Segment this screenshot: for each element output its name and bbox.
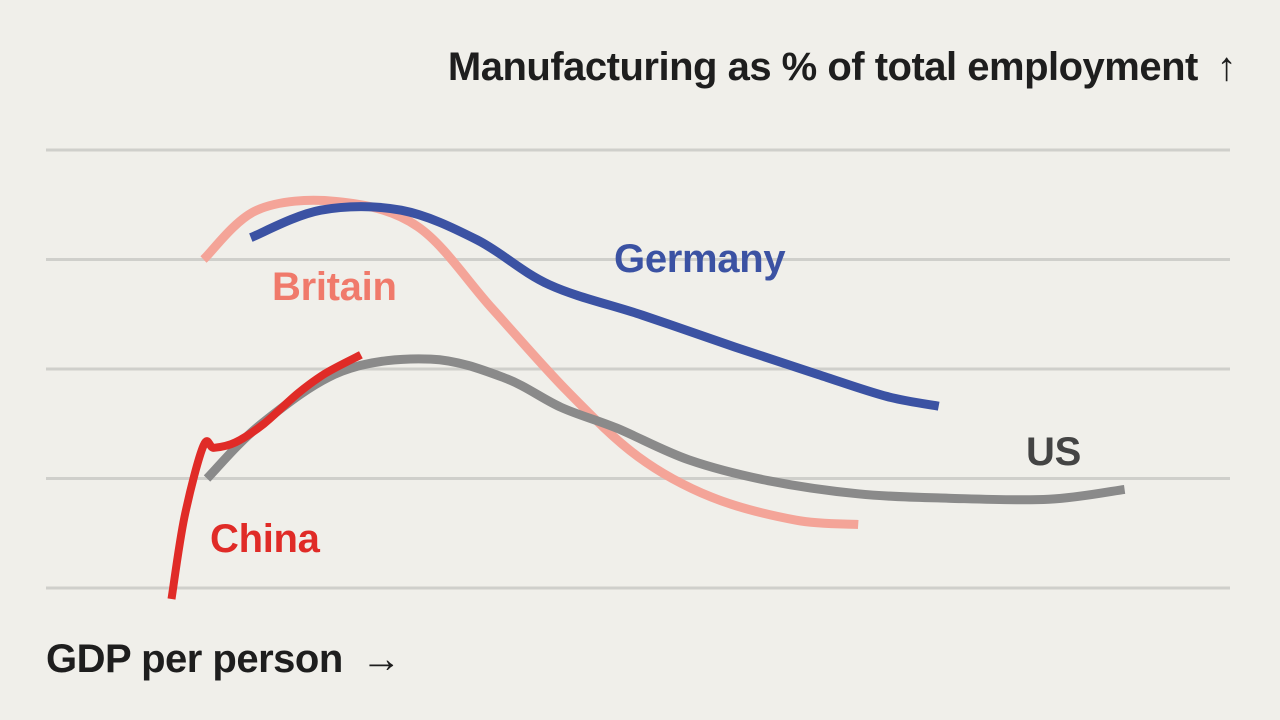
right-arrow-icon: → — [361, 637, 401, 681]
series-lines — [167, 195, 1126, 600]
x-axis-title-text: GDP per person — [46, 637, 343, 681]
series-line-china — [167, 351, 363, 600]
series-line-us — [203, 354, 1126, 505]
series-label-germany: Germany — [614, 237, 786, 281]
series-label-us: US — [1026, 430, 1081, 474]
up-arrow-icon: ↑ — [1217, 45, 1237, 89]
series-line-germany — [249, 202, 940, 411]
gridlines — [46, 148, 1230, 590]
y-axis-title-text: Manufacturing as % of total employment — [448, 45, 1198, 89]
x-axis-title: GDP per person → — [46, 637, 401, 681]
series-line-britain — [200, 195, 859, 529]
y-axis-title: Manufacturing as % of total employment ↑ — [448, 45, 1236, 89]
series-label-britain: Britain — [272, 265, 397, 309]
series-label-china: China — [210, 517, 321, 561]
